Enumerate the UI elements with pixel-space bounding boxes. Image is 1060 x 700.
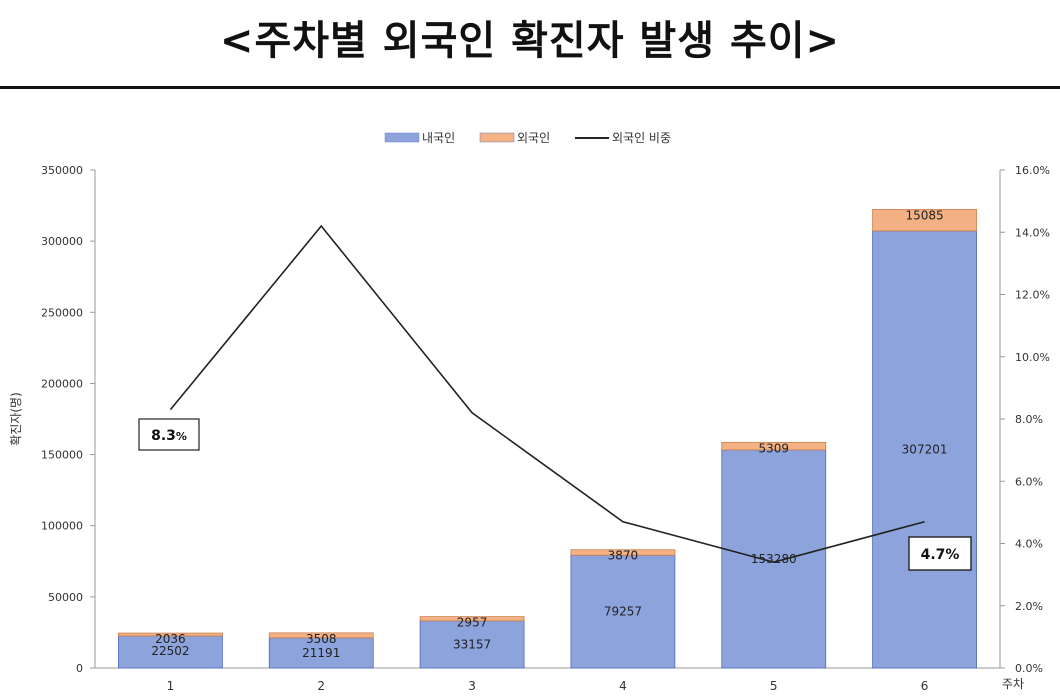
- bar-foreign: [118, 632, 223, 637]
- bar-domestic: [268, 637, 374, 669]
- legend-swatch-2: [479, 132, 515, 143]
- callout-box-2: [908, 536, 972, 571]
- data-label-domestic: 21191: [302, 646, 340, 660]
- data-label-foreign: 3870: [608, 549, 639, 563]
- y2-tick-label: 0.0%: [1015, 662, 1043, 675]
- y2-tick-label: 4.0%: [1015, 538, 1043, 551]
- bar-foreign: [721, 441, 827, 451]
- callout-text-1: 8.3%: [151, 428, 187, 444]
- callout-unit-1: %: [176, 430, 187, 443]
- x-axis-title: 주차: [1002, 677, 1024, 691]
- x-tick-label: 3: [468, 679, 476, 693]
- title-underline: [0, 86, 1060, 89]
- y-tick-label: 150000: [41, 449, 83, 462]
- data-label-foreign: 2036: [155, 632, 186, 646]
- legend-label-1: 내국인: [422, 131, 455, 145]
- y-tick-label: 350000: [41, 164, 83, 177]
- bar-foreign: [872, 209, 977, 232]
- x-tick-label: 5: [770, 679, 778, 693]
- data-label-domestic: 307201: [902, 442, 948, 456]
- bar-foreign: [570, 549, 676, 556]
- y2-tick-label: 14.0%: [1015, 226, 1050, 239]
- share-line: [169, 224, 925, 564]
- data-label-domestic: 153280: [751, 552, 797, 566]
- callout-box-1: [138, 418, 200, 451]
- bar-domestic: [118, 635, 223, 669]
- data-label-foreign: 3508: [306, 632, 337, 646]
- y2-tick-label: 8.0%: [1015, 413, 1043, 426]
- chart-title: <주차별 외국인 확진자 발생 추이>: [219, 18, 841, 64]
- legend-label-2: 외국인: [517, 131, 550, 145]
- y2-tick-label: 10.0%: [1015, 351, 1050, 364]
- data-label-domestic: 33157: [453, 637, 491, 651]
- data-label-domestic: 79257: [604, 605, 642, 619]
- bar-domestic: [419, 620, 525, 669]
- y2-tick-label: 6.0%: [1015, 475, 1043, 488]
- data-label-foreign: 2957: [457, 616, 488, 630]
- y-tick-label: 0: [76, 662, 83, 675]
- y-tick-label: 300000: [41, 235, 83, 248]
- y-tick-label: 200000: [41, 377, 83, 390]
- bar-domestic: [872, 230, 977, 669]
- bar-domestic: [570, 554, 676, 669]
- callout-value-1: 8.3: [151, 428, 176, 444]
- y2-tick-label: 16.0%: [1015, 164, 1050, 177]
- y2-tick-label: 12.0%: [1015, 289, 1050, 302]
- legend-swatch-1: [384, 132, 420, 143]
- bar-domestic: [721, 449, 827, 669]
- x-tick-label: 1: [167, 679, 175, 693]
- bar-foreign: [268, 632, 374, 639]
- y-axis-title: 확진자(명): [9, 392, 23, 446]
- y-tick-label: 250000: [41, 306, 83, 319]
- y-tick-label: 100000: [41, 520, 83, 533]
- x-tick-label: 6: [921, 679, 929, 693]
- callout-text-2: 4.7%: [921, 547, 960, 563]
- data-label-foreign: 5309: [758, 441, 789, 455]
- bar-foreign: [419, 616, 525, 622]
- x-tick-label: 4: [619, 679, 627, 693]
- legend-label-line: 외국인 비중: [612, 131, 671, 145]
- data-label-domestic: 22502: [151, 644, 189, 658]
- y-tick-label: 50000: [48, 591, 83, 604]
- x-tick-label: 2: [317, 679, 325, 693]
- y2-tick-label: 2.0%: [1015, 600, 1043, 613]
- data-label-foreign: 15085: [905, 208, 943, 222]
